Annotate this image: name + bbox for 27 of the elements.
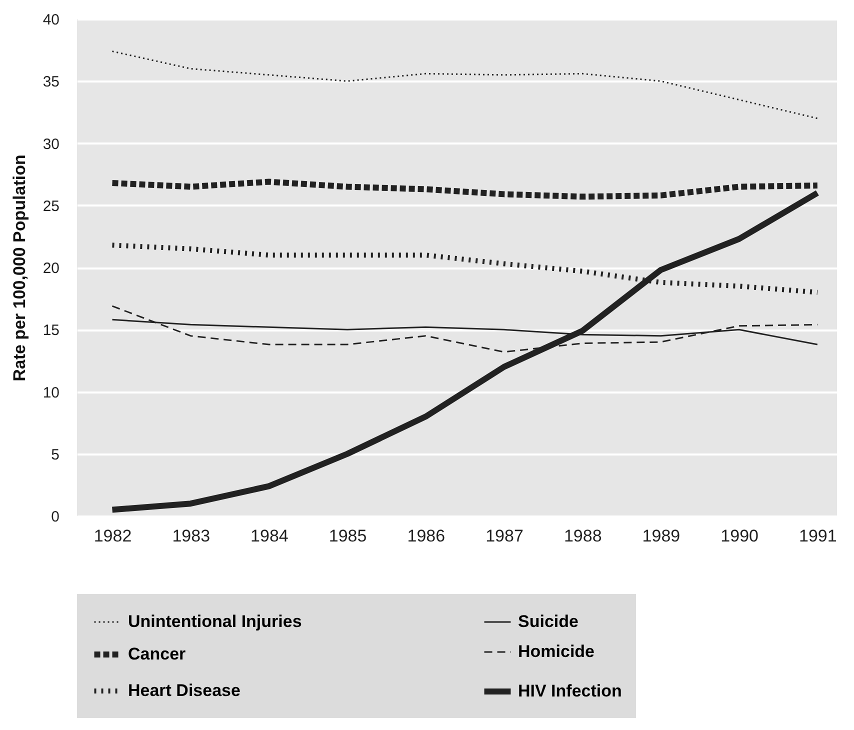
y-tick-label: 40	[42, 12, 60, 28]
x-tick-label: 1987	[486, 526, 524, 546]
x-tick-label: 1986	[407, 526, 446, 546]
y-tick-label: 5	[51, 446, 60, 464]
legend-label: Homicide	[518, 642, 595, 661]
x-tick-label: 1983	[172, 526, 210, 546]
x-tick-label: 1989	[642, 526, 680, 546]
y-tick-label: 35	[42, 74, 60, 91]
y-tick-label: 25	[42, 198, 60, 215]
x-tick-label: 1991	[799, 526, 837, 546]
legend-label: Cancer	[128, 644, 186, 664]
legend-label: Suicide	[518, 612, 578, 631]
x-tick-label: 1990	[720, 526, 758, 546]
x-tick-label: 1984	[250, 526, 288, 546]
y-axis-title: Rate per 100,000 Population	[10, 154, 29, 382]
y-tick-label: 30	[42, 136, 60, 153]
x-tick-label: 1982	[94, 526, 132, 546]
y-tick-label: 20	[42, 260, 60, 277]
y-tick-label: 0	[51, 508, 60, 526]
legend-label: Heart Disease	[128, 681, 240, 700]
x-tick-label: 1985	[328, 526, 367, 546]
legend-label: HIV Infection	[518, 682, 622, 700]
y-tick-label: 15	[42, 322, 60, 340]
legend-label: Unintentional Injuries	[128, 612, 302, 631]
y-tick-label: 10	[42, 384, 60, 402]
x-tick-label: 1988	[564, 526, 602, 546]
line-series	[112, 50, 818, 120]
